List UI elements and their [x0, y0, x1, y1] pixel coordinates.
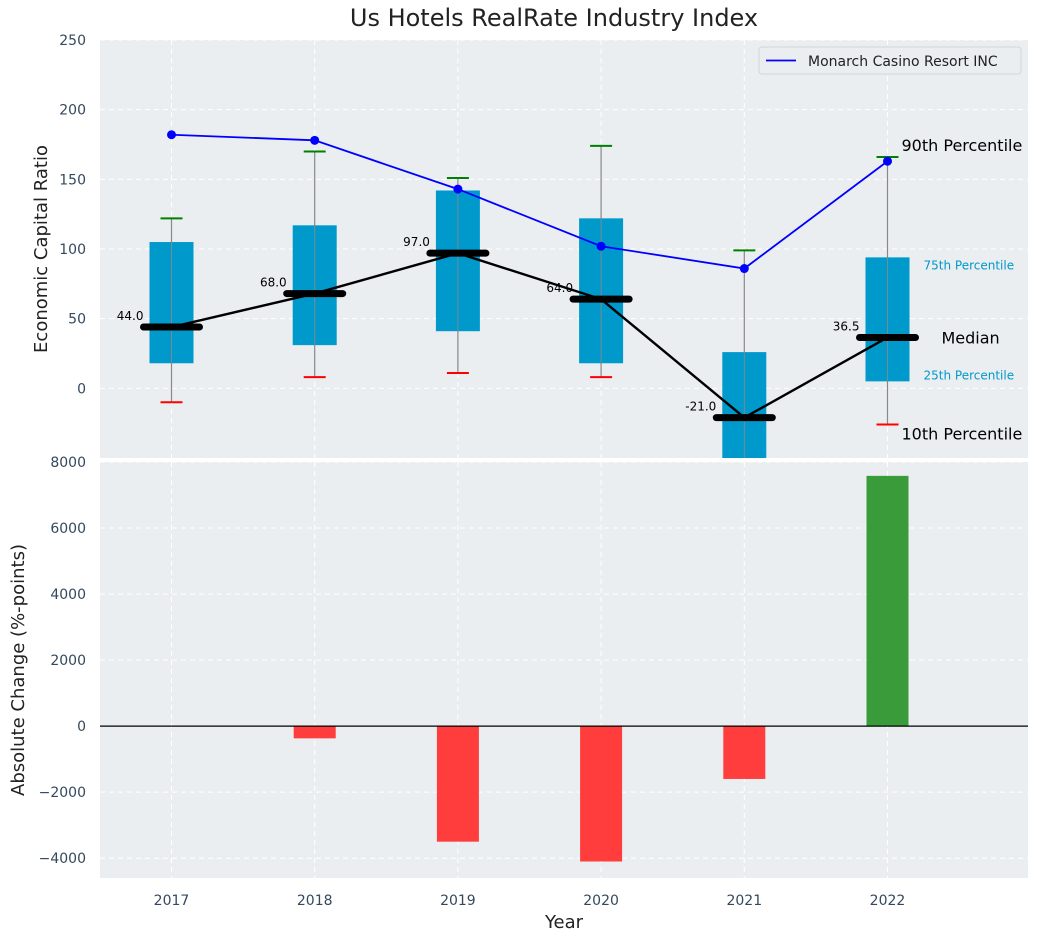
median-value-label: 44.0	[117, 309, 144, 323]
top-ytick-label: 200	[59, 103, 86, 119]
median-value-label: 36.5	[833, 319, 860, 333]
annotation-75th-percentile: 75th Percentile	[924, 258, 1015, 272]
company-series-point	[167, 130, 176, 140]
annotation-median: Median	[942, 328, 1000, 347]
company-series-point	[310, 135, 320, 145]
bottom-ytick-label: −4000	[39, 851, 86, 867]
change-bar	[293, 726, 336, 739]
top-ytick-label: 50	[68, 312, 86, 328]
median-value-label: -21.0	[685, 400, 716, 414]
x-axis-label: Year	[544, 912, 584, 933]
top-ytick-label: 150	[59, 172, 86, 188]
annotation-90th-percentile: 90th Percentile	[902, 136, 1023, 155]
annotation-25th-percentile: 25th Percentile	[924, 368, 1015, 382]
bottom-ytick-label: 4000	[50, 587, 86, 603]
bottom-ytick-label: 8000	[50, 455, 86, 471]
company-series-line	[171, 133, 889, 270]
chart-title: Us Hotels RealRate Industry Index	[349, 4, 759, 32]
bottom-y-axis-label: Absolute Change (%-points)	[8, 544, 29, 796]
company-series-point	[453, 184, 463, 194]
bottom-ytick-label: 0	[77, 719, 86, 735]
median-value-label: 68.0	[260, 276, 287, 290]
legend-box	[758, 46, 1022, 75]
top-ytick-label: 100	[59, 242, 86, 258]
top-ytick-label: 250	[59, 33, 86, 49]
xtick-label: 2020	[583, 893, 619, 909]
bottom-panel: −4000 −2000 0 2000 4000 6000 8000 2017 2018 2019 2…	[8, 455, 1028, 933]
company-series-point	[596, 241, 606, 251]
bottom-ytick-label: 2000	[50, 653, 86, 669]
xtick-label: 2019	[440, 893, 476, 909]
median-value-label: 64.0	[546, 281, 573, 295]
annotation-10th-percentile: 10th Percentile	[902, 425, 1023, 444]
top-panel: 0 50 100 150 200 250 44.0 68.0 97.0 64.0 -21.0 36.5…	[31, 33, 1028, 458]
bottom-ytick-label: 6000	[50, 521, 86, 537]
xtick-label: 2018	[297, 893, 333, 909]
legend-label: Monarch Casino Resort INC	[808, 54, 998, 70]
change-bar	[866, 475, 909, 727]
change-bar	[723, 726, 766, 779]
xtick-label: 2017	[154, 893, 190, 909]
company-series-point	[739, 264, 749, 274]
median-trend-line	[171, 251, 889, 420]
xtick-label: 2022	[870, 893, 906, 909]
top-clipped-group	[149, 144, 910, 458]
change-bar	[580, 726, 623, 862]
top-y-axis-label: Economic Capital Ratio	[31, 145, 52, 353]
bottom-ytick-label: −2000	[39, 785, 86, 801]
xtick-label: 2021	[726, 893, 762, 909]
legend: Monarch Casino Resort INC	[758, 46, 1022, 75]
top-ytick-label: 0	[77, 381, 86, 397]
change-bar	[436, 726, 479, 842]
median-value-label: 97.0	[403, 235, 430, 249]
company-series-point	[883, 156, 892, 166]
